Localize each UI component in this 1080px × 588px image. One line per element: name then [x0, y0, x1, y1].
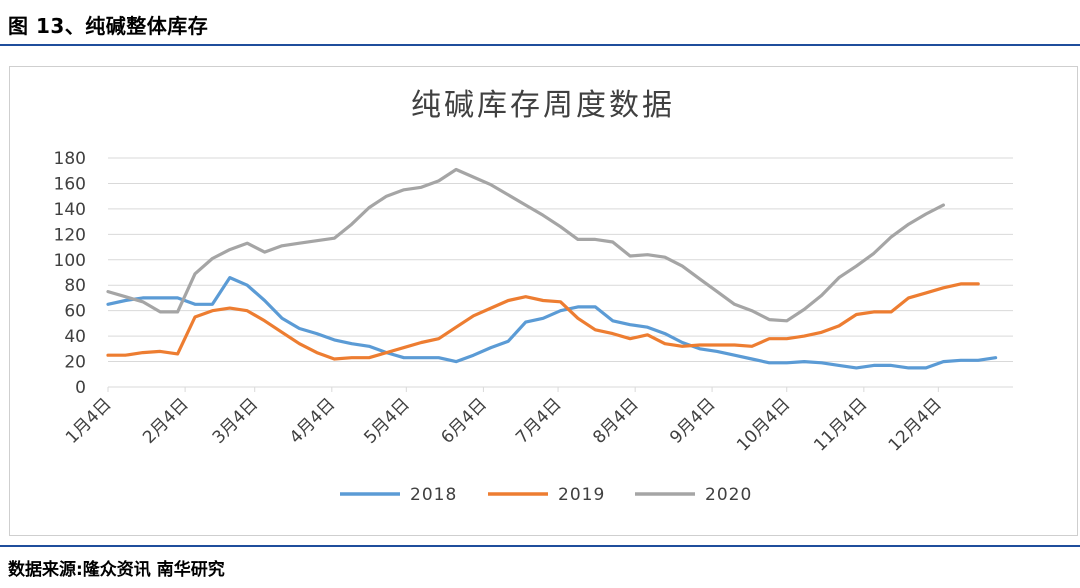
y-tick-label: 120: [54, 225, 86, 245]
line-chart: 纯碱库存周度数据 0 20 40 60 80 100 120 140 160 180 1月4日 2月…: [54, 88, 1013, 505]
x-tick-label: 1月4日: [62, 394, 115, 447]
chart-title: 纯碱库存周度数据: [411, 88, 675, 123]
x-tick-label: 12月4日: [885, 394, 946, 455]
series-group: [106, 167, 998, 370]
x-tick-label: 2月4日: [139, 394, 192, 447]
y-tick-label: 60: [64, 302, 86, 322]
y-tick-label: 180: [54, 149, 86, 169]
y-tick-label: 20: [64, 353, 86, 373]
x-tick-label: 3月4日: [209, 394, 262, 447]
legend-label-2019: 2019: [558, 485, 605, 505]
series-line-2019: [106, 282, 980, 361]
legend-label-2018: 2018: [410, 485, 457, 505]
x-axis: 1月4日 2月4日 3月4日 4月4日 5月4日 6月4日 7月4日 8月4日 9月4日 10月4…: [62, 387, 946, 456]
legend-label-2020: 2020: [705, 485, 752, 505]
y-axis: 0 20 40 60 80 100 120 140 160 180: [54, 149, 86, 398]
x-tick-label: 4月4日: [286, 394, 339, 447]
series-line-2020: [106, 167, 946, 323]
series-line-2018: [106, 276, 998, 370]
x-tick-label: 7月4日: [512, 394, 565, 447]
y-tick-label: 140: [54, 200, 86, 220]
x-tick-label: 11月4日: [810, 394, 871, 455]
source-note: 数据来源:隆众资讯 南华研究: [8, 560, 225, 580]
chart-frame: 纯碱库存周度数据 0 20 40 60 80 100 120 140 160 180 1月4日 2月…: [9, 66, 1078, 536]
bottom-divider: [0, 545, 1080, 547]
gridlines: [108, 157, 1013, 388]
legend: 2018 2019 2020: [340, 485, 752, 505]
x-tick-label: 9月4日: [666, 394, 719, 447]
y-tick-label: 160: [54, 174, 86, 194]
y-tick-label: 0: [75, 378, 86, 398]
x-tick-label: 8月4日: [589, 394, 642, 447]
x-tick-label: 6月4日: [437, 394, 490, 447]
figure-title: 图 13、纯碱整体库存: [8, 14, 209, 38]
x-tick-label: 5月4日: [360, 394, 413, 447]
top-divider: [0, 44, 1080, 46]
x-tick-label: 10月4日: [733, 394, 794, 455]
y-tick-label: 40: [64, 327, 86, 347]
y-tick-label: 100: [54, 251, 86, 271]
y-tick-label: 80: [64, 276, 86, 296]
